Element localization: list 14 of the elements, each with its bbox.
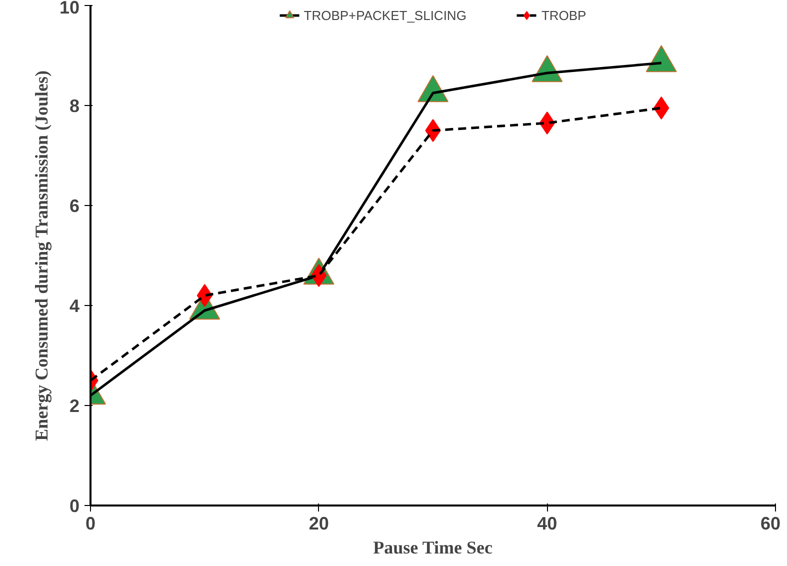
x-axis-title: Pause Time Sec — [373, 538, 493, 558]
x-tick-label: 60 — [760, 514, 781, 534]
x-tick-label: 20 — [308, 514, 329, 534]
y-axis-title: Energy Consumed during Transmission (Joules) — [31, 70, 52, 441]
legend-label: TROBP — [541, 8, 586, 22]
legend-label: TROBP+PACKET_SLICING — [304, 8, 466, 22]
y-tick-label: 8 — [69, 96, 80, 116]
y-tick-label: 4 — [69, 296, 80, 316]
y-tick-label: 10 — [59, 0, 80, 18]
x-tick-label: 40 — [537, 514, 558, 534]
y-tick-label: 2 — [69, 396, 80, 416]
y-tick-label: 0 — [69, 496, 80, 516]
x-tick-label: 0 — [85, 514, 96, 534]
y-tick-label: 6 — [69, 196, 80, 216]
